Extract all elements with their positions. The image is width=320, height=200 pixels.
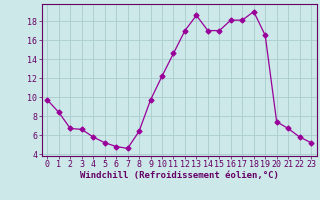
X-axis label: Windchill (Refroidissement éolien,°C): Windchill (Refroidissement éolien,°C) [80, 171, 279, 180]
